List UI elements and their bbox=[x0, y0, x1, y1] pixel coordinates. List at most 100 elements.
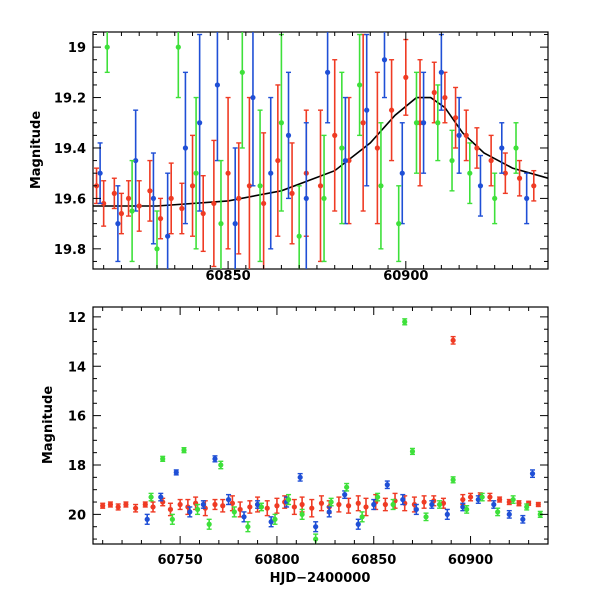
data-point bbox=[245, 524, 251, 530]
data-point bbox=[313, 524, 319, 530]
data-point bbox=[289, 190, 295, 196]
data-point bbox=[510, 496, 516, 503]
data-point bbox=[339, 145, 345, 151]
data-point bbox=[364, 107, 370, 113]
data-point bbox=[237, 506, 243, 513]
data-point bbox=[375, 494, 381, 500]
data-point bbox=[148, 494, 154, 500]
data-point bbox=[197, 120, 203, 126]
top-panel-data-group bbox=[93, 32, 537, 269]
x-tick-label: 60850 bbox=[351, 553, 396, 568]
data-point bbox=[189, 183, 196, 189]
top-panel-frame bbox=[92, 31, 549, 270]
data-point bbox=[400, 496, 406, 503]
data-point bbox=[467, 494, 474, 500]
data-point bbox=[342, 157, 348, 164]
data-point bbox=[214, 82, 221, 88]
data-point bbox=[452, 115, 459, 121]
data-point bbox=[272, 516, 278, 522]
data-point bbox=[157, 215, 164, 222]
data-point bbox=[477, 183, 484, 189]
data-point bbox=[136, 203, 142, 209]
data-point bbox=[438, 69, 444, 75]
data-point bbox=[502, 170, 508, 176]
bottom-panel-axes-group: 60750 60800 60850 60900 12 14 16 18 20 bbox=[68, 307, 549, 568]
y-tick-label: 12 bbox=[68, 311, 86, 326]
data-point bbox=[363, 504, 369, 510]
data-point bbox=[258, 504, 265, 510]
data-point bbox=[460, 504, 466, 510]
data-point bbox=[247, 504, 253, 510]
data-point bbox=[200, 210, 206, 217]
data-point bbox=[250, 94, 256, 101]
data-point bbox=[218, 462, 224, 468]
data-point bbox=[232, 221, 238, 227]
y-tick-label: 19.6 bbox=[54, 192, 86, 207]
data-point bbox=[206, 521, 212, 527]
data-point bbox=[516, 500, 522, 506]
data-point bbox=[218, 221, 224, 227]
data-point bbox=[125, 195, 132, 202]
data-point bbox=[332, 132, 338, 138]
data-point bbox=[474, 145, 480, 151]
data-point bbox=[374, 145, 380, 151]
data-point bbox=[296, 233, 302, 239]
data-point bbox=[449, 157, 455, 164]
data-point bbox=[285, 496, 292, 503]
data-point bbox=[357, 82, 363, 88]
data-point bbox=[345, 503, 352, 509]
data-point bbox=[436, 501, 443, 508]
y-tick-label: 19 bbox=[68, 41, 86, 56]
x-tick-label: 60800 bbox=[254, 553, 299, 568]
x-tick-label: 60750 bbox=[158, 553, 203, 568]
data-point bbox=[388, 107, 395, 113]
data-point bbox=[254, 501, 261, 508]
data-point bbox=[212, 456, 218, 462]
x-tick-label: 60850 bbox=[205, 269, 250, 284]
data-point bbox=[291, 504, 297, 510]
data-point bbox=[499, 145, 505, 151]
data-point bbox=[360, 120, 366, 126]
data-point bbox=[402, 319, 408, 325]
data-point bbox=[344, 484, 350, 490]
data-point bbox=[212, 501, 218, 508]
data-point bbox=[133, 157, 139, 164]
data-point bbox=[413, 120, 420, 126]
data-point bbox=[177, 501, 183, 508]
data-point bbox=[326, 509, 332, 515]
data-point bbox=[118, 210, 125, 217]
data-point bbox=[456, 132, 462, 138]
data-point bbox=[160, 456, 166, 462]
data-point bbox=[444, 511, 450, 517]
data-point bbox=[236, 195, 242, 202]
y-tick-label: 14 bbox=[68, 360, 86, 375]
data-point bbox=[193, 170, 199, 176]
data-point bbox=[167, 506, 174, 513]
data-point bbox=[463, 132, 469, 138]
data-point bbox=[303, 195, 309, 202]
data-point bbox=[275, 157, 281, 164]
data-point bbox=[524, 504, 530, 510]
x-tick-label: 60900 bbox=[448, 553, 493, 568]
top-panel-ylabel: Magnitude bbox=[29, 111, 44, 190]
data-point bbox=[115, 504, 121, 510]
data-point bbox=[435, 120, 441, 126]
series-red bbox=[100, 335, 541, 518]
data-point bbox=[429, 501, 435, 508]
data-point bbox=[123, 501, 129, 508]
data-point bbox=[421, 499, 427, 505]
data-point bbox=[264, 505, 270, 511]
data-point bbox=[261, 200, 267, 207]
data-point bbox=[516, 175, 523, 181]
data-point bbox=[168, 195, 174, 202]
data-point bbox=[225, 496, 232, 503]
data-point bbox=[378, 183, 384, 189]
data-point bbox=[535, 501, 541, 508]
bottom-panel-frame bbox=[92, 306, 549, 545]
data-point bbox=[179, 205, 185, 212]
y-tick-label: 18 bbox=[68, 459, 86, 474]
data-point bbox=[97, 170, 103, 176]
data-point bbox=[321, 195, 327, 202]
data-point bbox=[211, 200, 217, 207]
